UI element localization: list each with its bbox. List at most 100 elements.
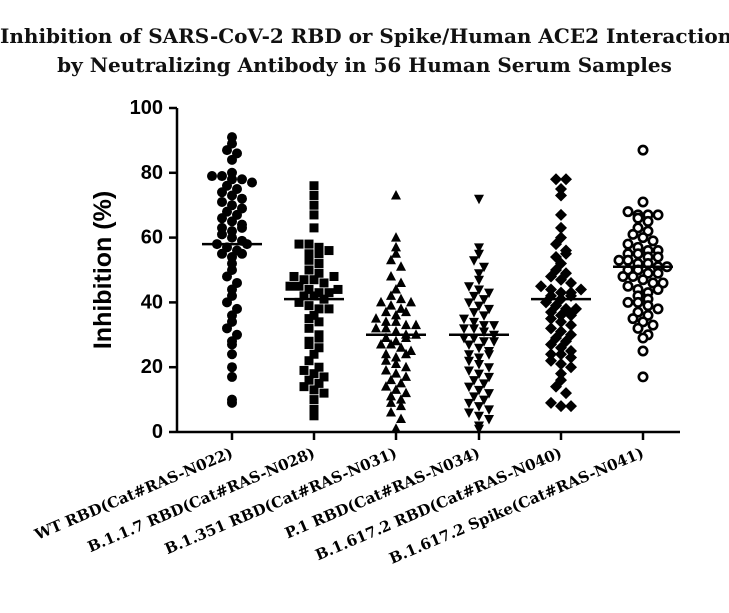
- data-point: [396, 413, 406, 424]
- data-point: [565, 400, 577, 413]
- data-point: [647, 235, 659, 247]
- data-point: [637, 332, 649, 344]
- data-point: [565, 361, 577, 374]
- data-point: [637, 232, 649, 244]
- data-point: [622, 280, 634, 292]
- data-point: [555, 273, 567, 286]
- data-point: [469, 256, 479, 266]
- data-point: [575, 283, 587, 296]
- data-point: [314, 343, 324, 353]
- data-point: [637, 371, 649, 383]
- data-point: [381, 348, 391, 359]
- data-point: [289, 271, 299, 281]
- data-point: [237, 174, 247, 185]
- data-point: [314, 268, 324, 278]
- data-point: [555, 208, 567, 221]
- data-point: [627, 270, 639, 282]
- data-point: [391, 309, 401, 320]
- data-point: [479, 379, 489, 389]
- y-tick-label: 20: [141, 356, 163, 378]
- data-point: [469, 334, 479, 344]
- data-point: [309, 291, 319, 301]
- data-point: [391, 283, 401, 294]
- data-point: [222, 297, 232, 308]
- data-point: [381, 306, 391, 317]
- data-point: [386, 290, 396, 300]
- data-point: [217, 248, 227, 259]
- data-point: [484, 372, 494, 383]
- data-point: [299, 291, 309, 301]
- data-point: [309, 275, 319, 285]
- data-point: [555, 221, 567, 234]
- data-point: [550, 173, 562, 186]
- data-point: [464, 282, 474, 292]
- data-point: [217, 196, 227, 207]
- data-point: [304, 375, 314, 385]
- data-point: [227, 397, 237, 408]
- data-point: [309, 223, 319, 233]
- data-point: [637, 144, 649, 156]
- data-point: [401, 371, 411, 381]
- data-point: [217, 229, 227, 240]
- data-point: [545, 354, 557, 367]
- data-point: [314, 362, 324, 372]
- data-point: [555, 341, 567, 354]
- data-point: [304, 249, 314, 259]
- data-point: [545, 283, 557, 296]
- data-point: [386, 270, 396, 281]
- data-point: [479, 311, 489, 321]
- data-point: [324, 246, 334, 256]
- data-point: [309, 349, 319, 359]
- data-point: [469, 291, 479, 302]
- data-point: [545, 270, 557, 283]
- data-point: [304, 255, 314, 265]
- chart-title: Inhibition of SARS-CoV-2 RBD or Spike/Hu…: [0, 22, 729, 80]
- data-point: [474, 411, 484, 422]
- data-point: [652, 283, 664, 295]
- data-point: [560, 387, 572, 400]
- data-point: [484, 363, 494, 373]
- data-point: [627, 228, 639, 240]
- data-point: [545, 306, 557, 319]
- data-point: [545, 322, 557, 335]
- data-point: [237, 193, 247, 204]
- data-point: [464, 340, 474, 351]
- data-point: [613, 254, 625, 266]
- data-point: [314, 317, 324, 327]
- data-point: [391, 335, 401, 346]
- data-point: [396, 277, 406, 287]
- data-point: [459, 324, 469, 334]
- data-point: [381, 316, 391, 326]
- data-point: [565, 319, 577, 332]
- data-point: [371, 322, 381, 333]
- data-point: [550, 238, 562, 251]
- data-point: [396, 303, 406, 313]
- data-point: [381, 355, 391, 365]
- data-point: [227, 190, 237, 201]
- data-point: [617, 270, 629, 282]
- y-tick-label: 100: [130, 97, 163, 119]
- data-point: [396, 400, 406, 411]
- axes: 0 20 40 60 80 100: [130, 97, 680, 443]
- chart-title-line-1: Inhibition of SARS-CoV-2 RBD or Spike/Hu…: [0, 24, 729, 48]
- data-point: [555, 309, 567, 322]
- data-point: [555, 400, 567, 413]
- data-point: [319, 372, 329, 382]
- data-point: [632, 296, 644, 308]
- data-point: [222, 271, 232, 282]
- data-point: [324, 304, 334, 314]
- data-point: [314, 259, 324, 269]
- data-point: [555, 348, 567, 361]
- data-point: [545, 396, 557, 409]
- data-point: [309, 200, 319, 210]
- data-point: [545, 348, 557, 361]
- data-point: [489, 337, 499, 347]
- data-point: [647, 319, 659, 331]
- data-point: [391, 248, 401, 258]
- data-point: [386, 300, 396, 310]
- data-point: [550, 380, 562, 393]
- data-point: [484, 304, 494, 315]
- data-point: [484, 415, 494, 425]
- data-point: [396, 342, 406, 352]
